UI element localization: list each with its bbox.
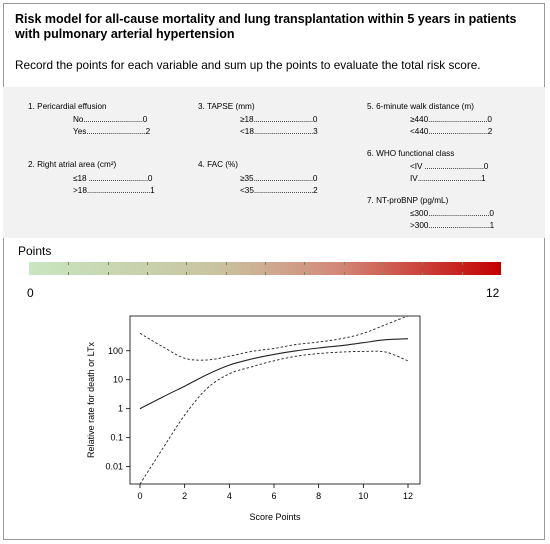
variable-tapse: 3. TAPSE (mm) bbox=[198, 102, 255, 111]
estimate-line bbox=[139, 338, 409, 410]
option-row: <440..............................2 bbox=[410, 127, 493, 136]
x-tick-label: 10 bbox=[358, 491, 368, 501]
points-bar-tick bbox=[226, 272, 227, 275]
option-row: >18................................1 bbox=[73, 186, 155, 195]
points-bar-tick bbox=[304, 272, 305, 275]
points-bar-tick bbox=[226, 262, 227, 265]
variable-right-atrial-area: 2. Right atrial area (cm²) bbox=[28, 160, 117, 169]
plot-frame bbox=[129, 315, 421, 485]
y-tick-label: 10 bbox=[113, 375, 123, 385]
lower-ci-line bbox=[139, 350, 409, 485]
points-bar-tick bbox=[422, 272, 423, 275]
points-bar-tick bbox=[186, 272, 187, 275]
option-row: ≥18..............................0 bbox=[240, 115, 318, 124]
figure-title: Risk model for all-cause mortality and l… bbox=[15, 12, 517, 41]
option-row: <35..............................2 bbox=[240, 186, 318, 195]
points-bar-tick bbox=[304, 262, 305, 265]
risk-curve-plot: 0 2 4 6 8 10 12 100 10 1 0.1 0.01 Score Points Relati… bbox=[86, 315, 421, 522]
points-bar-tick bbox=[108, 272, 109, 275]
points-bar-tick bbox=[108, 262, 109, 265]
points-min-label: 0 bbox=[27, 286, 34, 300]
variable-fac: 4. FAC (%) bbox=[198, 160, 239, 169]
points-bar-tick bbox=[344, 272, 345, 275]
points-bar-tick bbox=[462, 272, 463, 275]
points-bar-tick bbox=[344, 262, 345, 265]
y-tick-label: 0.01 bbox=[105, 462, 123, 472]
points-bar-tick bbox=[186, 262, 187, 265]
points-gradient-bar bbox=[29, 262, 501, 275]
points-bar-tick bbox=[422, 262, 423, 265]
x-tick-label: 6 bbox=[271, 491, 276, 501]
x-tick-label: 2 bbox=[182, 491, 187, 501]
x-tick-label: 8 bbox=[316, 491, 321, 501]
option-row: IV................................1 bbox=[410, 174, 486, 183]
scoring-panel bbox=[3, 87, 545, 238]
y-axis-label: Relative rate for death or LTx bbox=[86, 342, 96, 458]
option-row: <IV ..............................0 bbox=[410, 162, 489, 171]
points-bar-tick bbox=[68, 262, 69, 265]
variable-6mwd: 5. 6-minute walk distance (m) bbox=[367, 102, 474, 111]
option-row: >300...............................1 bbox=[410, 221, 495, 230]
y-tick-label: 1 bbox=[118, 404, 123, 414]
option-row: ≤300...............................0 bbox=[410, 209, 494, 218]
y-tick-label: 0.1 bbox=[110, 433, 123, 443]
points-bar-tick bbox=[265, 262, 266, 265]
option-row: Yes..............................2 bbox=[73, 127, 151, 136]
option-row: No..............................0 bbox=[73, 115, 148, 124]
points-bar-tick bbox=[462, 262, 463, 265]
x-tick-label: 12 bbox=[403, 491, 413, 501]
variable-nt-probnp: 7. NT-proBNP (pg/mL) bbox=[367, 196, 449, 205]
option-row: ≥35..............................0 bbox=[240, 174, 318, 183]
option-row: ≤18 ..............................0 bbox=[73, 174, 153, 183]
upper-ci-line bbox=[139, 315, 409, 361]
x-axis-label: Score Points bbox=[249, 512, 301, 522]
points-max-label: 12 bbox=[486, 286, 500, 300]
points-bar-tick bbox=[147, 262, 148, 265]
x-tick-label: 4 bbox=[227, 491, 232, 501]
points-bar-tick bbox=[265, 272, 266, 275]
points-label: Points bbox=[18, 244, 52, 258]
option-row: <18..............................3 bbox=[240, 127, 318, 136]
figure-subtitle: Record the points for each variable and … bbox=[15, 58, 481, 72]
points-bar-tick bbox=[383, 272, 384, 275]
option-row: ≥440..............................0 bbox=[410, 115, 492, 124]
variable-pericardial-effusion: 1. Pericardial effusion bbox=[28, 102, 107, 111]
variable-who-class: 6. WHO functional class bbox=[367, 149, 455, 158]
points-bar-tick bbox=[383, 262, 384, 265]
x-tick-label: 0 bbox=[137, 491, 142, 501]
y-tick-label: 100 bbox=[108, 346, 123, 356]
points-bar-tick bbox=[68, 272, 69, 275]
points-bar-tick bbox=[147, 272, 148, 275]
